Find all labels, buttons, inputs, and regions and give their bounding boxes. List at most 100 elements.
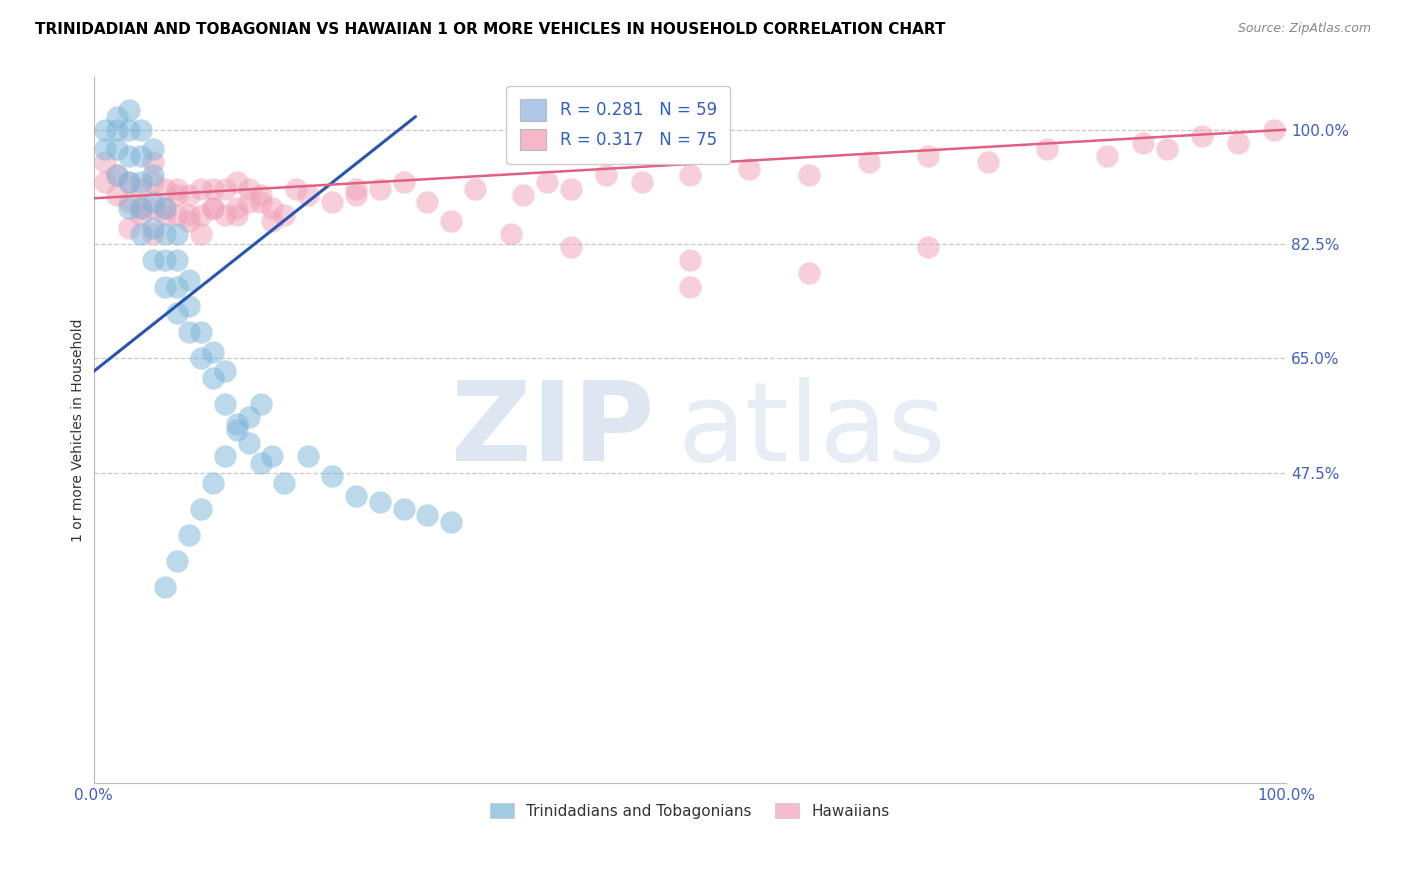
Point [238,410,260,425]
Point [107,122,129,136]
Text: Source: ZipAtlas.com: Source: ZipAtlas.com [1237,22,1371,36]
Point [190,351,212,366]
Point [177,188,200,202]
Point [107,110,129,124]
Point [679,169,702,183]
Point [249,194,271,209]
Point [797,169,820,183]
Point [1156,142,1178,156]
Point [142,142,165,156]
Point [129,227,152,242]
Point [129,208,152,222]
Point [166,227,188,242]
Point [190,181,212,195]
Point [440,214,463,228]
Point [214,181,236,195]
Point [153,580,176,594]
Point [142,169,165,183]
Point [118,220,141,235]
Point [201,201,224,215]
Point [177,299,200,313]
Point [107,169,129,183]
Point [416,508,439,523]
Point [214,364,236,378]
Point [118,149,141,163]
Point [177,208,200,222]
Point [153,279,176,293]
Point [368,181,391,195]
Point [142,194,165,209]
Point [129,122,152,136]
Point [297,188,319,202]
Point [190,325,212,339]
Point [225,423,247,437]
Text: atlas: atlas [678,376,946,483]
Point [344,489,367,503]
Point [1095,149,1118,163]
Point [368,495,391,509]
Point [1263,122,1285,136]
Point [858,155,880,169]
Point [249,456,271,470]
Point [797,267,820,281]
Point [917,149,939,163]
Point [214,397,236,411]
Point [118,194,141,209]
Point [166,188,188,202]
Point [118,175,141,189]
Point [177,325,200,339]
Point [177,528,200,542]
Point [166,554,188,568]
Point [190,227,212,242]
Point [262,450,284,464]
Point [107,169,129,183]
Point [166,208,188,222]
Point [238,181,260,195]
Point [344,188,367,202]
Point [107,142,129,156]
Point [166,279,188,293]
Point [416,194,439,209]
Point [249,188,271,202]
Point [201,201,224,215]
Point [201,344,224,359]
Point [595,169,617,183]
Point [1132,136,1154,150]
Point [177,214,200,228]
Point [94,155,117,169]
Point [977,155,1000,169]
Point [392,175,415,189]
Point [225,208,247,222]
Point [464,181,486,195]
Point [392,501,415,516]
Point [738,161,761,176]
Point [917,240,939,254]
Point [631,175,654,189]
Point [129,201,152,215]
Point [142,253,165,268]
Point [129,201,152,215]
Point [94,122,117,136]
Point [153,253,176,268]
Point [94,175,117,189]
Point [118,122,141,136]
Point [129,149,152,163]
Y-axis label: 1 or more Vehicles in Household: 1 or more Vehicles in Household [72,318,86,542]
Point [166,253,188,268]
Point [225,417,247,431]
Point [153,208,176,222]
Point [262,201,284,215]
Point [499,227,522,242]
Point [344,181,367,195]
Text: ZIP: ZIP [450,376,654,483]
Point [118,103,141,117]
Point [214,208,236,222]
Point [560,240,582,254]
Text: TRINIDADIAN AND TOBAGONIAN VS HAWAIIAN 1 OR MORE VEHICLES IN HOUSEHOLD CORRELATI: TRINIDADIAN AND TOBAGONIAN VS HAWAIIAN 1… [35,22,946,37]
Point [1036,142,1059,156]
Point [118,175,141,189]
Point [512,188,534,202]
Point [249,397,271,411]
Point [118,201,141,215]
Point [129,175,152,189]
